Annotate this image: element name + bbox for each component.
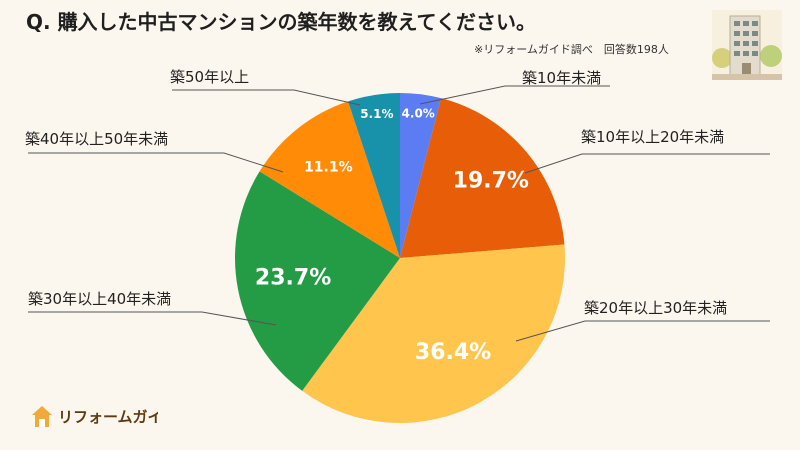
pie-percent-label-2: 36.4% [415, 340, 491, 365]
pie-slice-1 [400, 98, 565, 258]
callout-leader-line-4 [28, 152, 284, 173]
chart-title: Q. 購入した中古マンションの築年数を教えてください。 [26, 10, 536, 34]
callout-label-30-40-years: 築30年以上40年未満 [28, 290, 172, 308]
pie-percent-label-1: 19.7% [453, 168, 529, 193]
callout-leader-line-2 [515, 320, 770, 342]
pie-slice-0 [400, 93, 442, 258]
pie-percent-label-3: 23.7% [255, 266, 331, 291]
apartment-building-icon [712, 10, 782, 80]
logo-text: リフォームガイド [58, 409, 158, 426]
pie-percent-label-4: 11.1% [304, 159, 353, 175]
callout-leader-line-5 [172, 89, 361, 106]
callout-leader-lines [28, 85, 770, 342]
pie-slices [234, 93, 565, 423]
house-logo-icon: リフォームガイド [32, 406, 158, 427]
callout-label-40-50-years: 築40年以上50年未満 [25, 130, 169, 148]
callout-leader-line-0 [419, 85, 610, 105]
pie-percent-labels: 4.0% 19.7% 36.4% 23.7% 11.1% 5.1% [255, 106, 529, 365]
pie-slice-3 [234, 171, 400, 391]
callout-leader-line-1 [524, 153, 770, 174]
callout-leader-line-3 [28, 311, 277, 326]
pie-slice-4 [259, 101, 400, 258]
pie-slice-2 [302, 244, 565, 423]
callout-label-20-30-years: 築20年以上30年未満 [584, 299, 728, 317]
pie-percent-label-0: 4.0% [402, 106, 435, 120]
callout-label-under-10-years: 築10年未満 [522, 69, 602, 87]
pie-percent-label-5: 5.1% [360, 107, 393, 121]
source-note: ※リフォームガイド調べ 回答数198人 [474, 43, 669, 56]
pie-slice-5 [348, 93, 400, 258]
callout-label-over-50-years: 築50年以上 [170, 68, 250, 86]
callout-label-10-20-years: 築10年以上20年未満 [581, 128, 725, 146]
